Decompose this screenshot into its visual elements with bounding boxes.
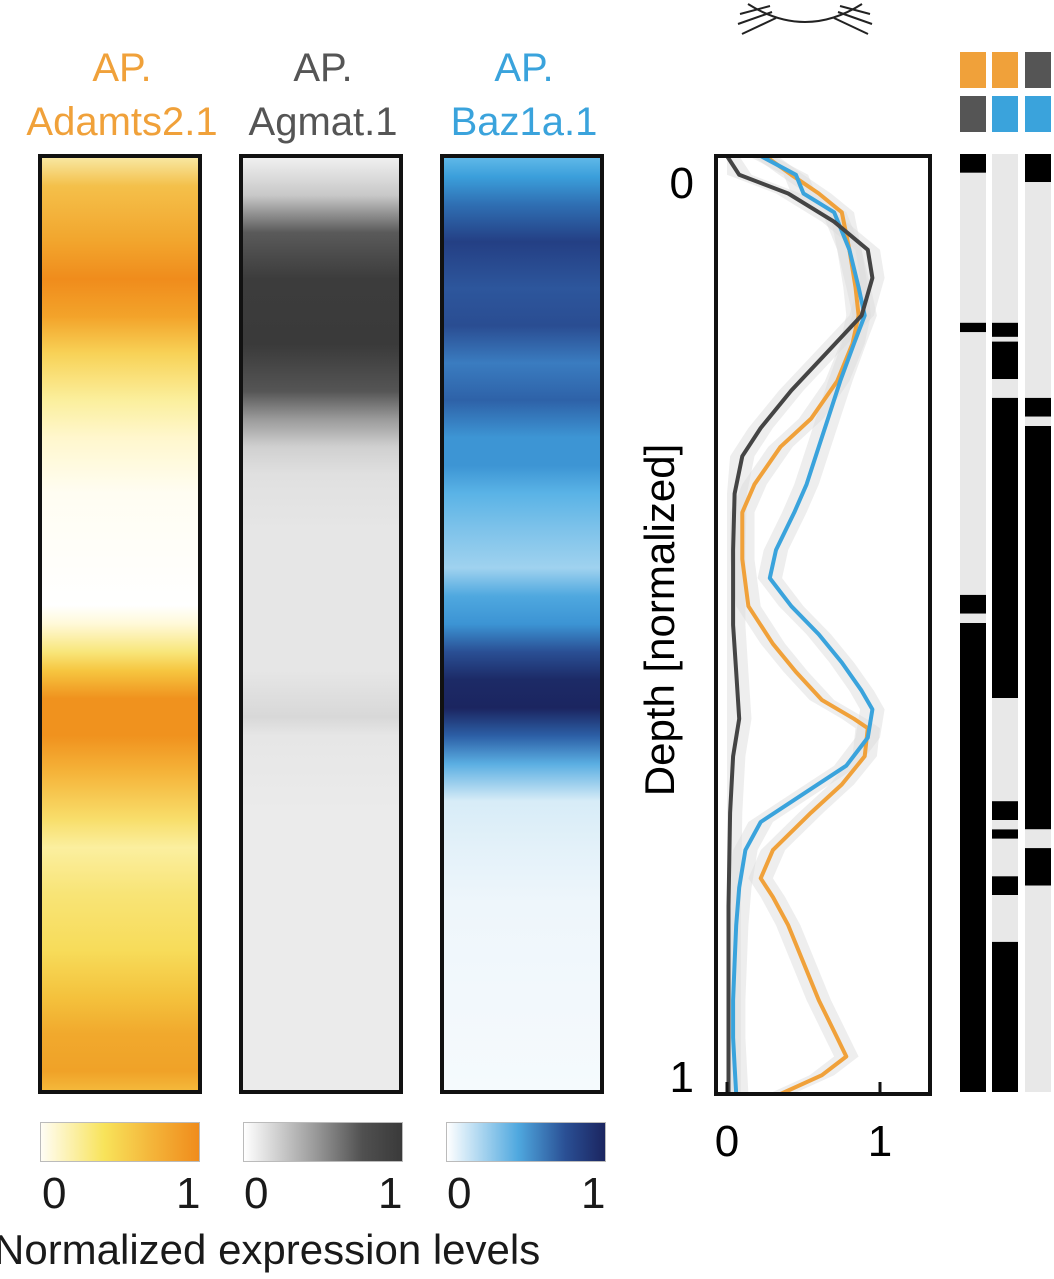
- marker-segment-0-5: [960, 613, 986, 623]
- column-header-swatch-2-1: [1025, 96, 1051, 132]
- marker-segment-1-7: [992, 801, 1018, 820]
- eye-icon: [737, 3, 873, 35]
- expression-strip-agmat: [239, 154, 403, 1094]
- marker-segment-0-3: [960, 332, 986, 595]
- column-header-swatch-1-0: [992, 52, 1018, 88]
- series-line-0: [740, 154, 870, 1096]
- marker-segment-2-5: [1025, 829, 1051, 849]
- colorbar-tick-1: 1: [176, 1169, 201, 1218]
- column-header-swatch-2-0: [1025, 52, 1051, 88]
- series-line-1: [731, 154, 875, 1095]
- marker-segment-1-5: [992, 397, 1018, 699]
- marker-segment-1-2: [992, 336, 1018, 342]
- marker-segment-0-0: [960, 154, 986, 173]
- marker-segment-2-1: [1025, 182, 1051, 398]
- gene-label-prefix-2: AP.: [293, 46, 353, 90]
- marker-segment-1-9: [992, 829, 1018, 839]
- marker-segment-0-1: [960, 172, 986, 323]
- column-header-swatch-1-1: [992, 96, 1018, 132]
- x-tick-label-1: 1: [868, 1117, 892, 1166]
- marker-segment-2-7: [1025, 885, 1051, 1092]
- colorbar-tick-0: 0: [447, 1169, 472, 1218]
- marker-segment-2-3: [1025, 416, 1051, 426]
- marker-segment-1-10: [992, 838, 1018, 877]
- profile-plot-frame: [714, 154, 932, 1096]
- expression-strip-baz1a: [440, 154, 604, 1094]
- y-tick-label-1: 1: [670, 1053, 694, 1102]
- marker-segment-1-11: [992, 876, 1018, 896]
- marker-segment-1-6: [992, 698, 1018, 802]
- gene-label-prefix-1: AP.: [92, 46, 152, 90]
- column-header-swatch-0-1: [960, 96, 986, 132]
- marker-segment-1-8: [992, 820, 1018, 830]
- marker-segment-0-2: [960, 322, 986, 333]
- colorbar-baz1a: [446, 1122, 606, 1162]
- colorbar-adamts2: [40, 1122, 200, 1162]
- marker-segment-1-1: [992, 322, 1018, 337]
- marker-segment-2-6: [1025, 848, 1051, 886]
- marker-segment-0-6: [960, 623, 986, 1092]
- expression-strip-adamts2: [38, 154, 202, 1094]
- marker-segment-2-2: [1025, 397, 1051, 417]
- marker-segment-2-0: [1025, 154, 1051, 183]
- x-tick-label-0: 0: [715, 1117, 739, 1166]
- gene-label-name-3: Baz1a.1: [450, 100, 598, 144]
- marker-segment-1-12: [992, 895, 1018, 942]
- marker-segment-1-4: [992, 379, 1018, 398]
- marker-segment-1-0: [992, 154, 1018, 323]
- marker-segment-1-13: [992, 941, 1018, 1092]
- marker-segment-0-4: [960, 594, 986, 614]
- gene-label-name-1: Adamts2.1: [26, 100, 218, 144]
- colorbar-tick-1: 1: [581, 1169, 606, 1218]
- gene-label-prefix-3: AP.: [494, 46, 554, 90]
- colorbar-tick-0: 0: [244, 1169, 269, 1218]
- series-line-2: [725, 154, 875, 1094]
- colorbar-tick-0: 0: [42, 1169, 67, 1218]
- colorbar-tick-1: 1: [378, 1169, 403, 1218]
- series-error-band-1: [727, 156, 885, 1094]
- marker-segment-2-4: [1025, 426, 1051, 830]
- gene-label-name-2: Agmat.1: [248, 100, 398, 144]
- colorbar-axis-label: Normalized expression levels: [0, 1226, 541, 1273]
- colorbar-agmat: [243, 1122, 403, 1162]
- column-header-swatch-0-0: [960, 52, 986, 88]
- marker-segment-1-3: [992, 341, 1018, 380]
- y-tick-label-0: 0: [670, 159, 694, 208]
- y-axis-label: Depth [normalized]: [636, 444, 683, 797]
